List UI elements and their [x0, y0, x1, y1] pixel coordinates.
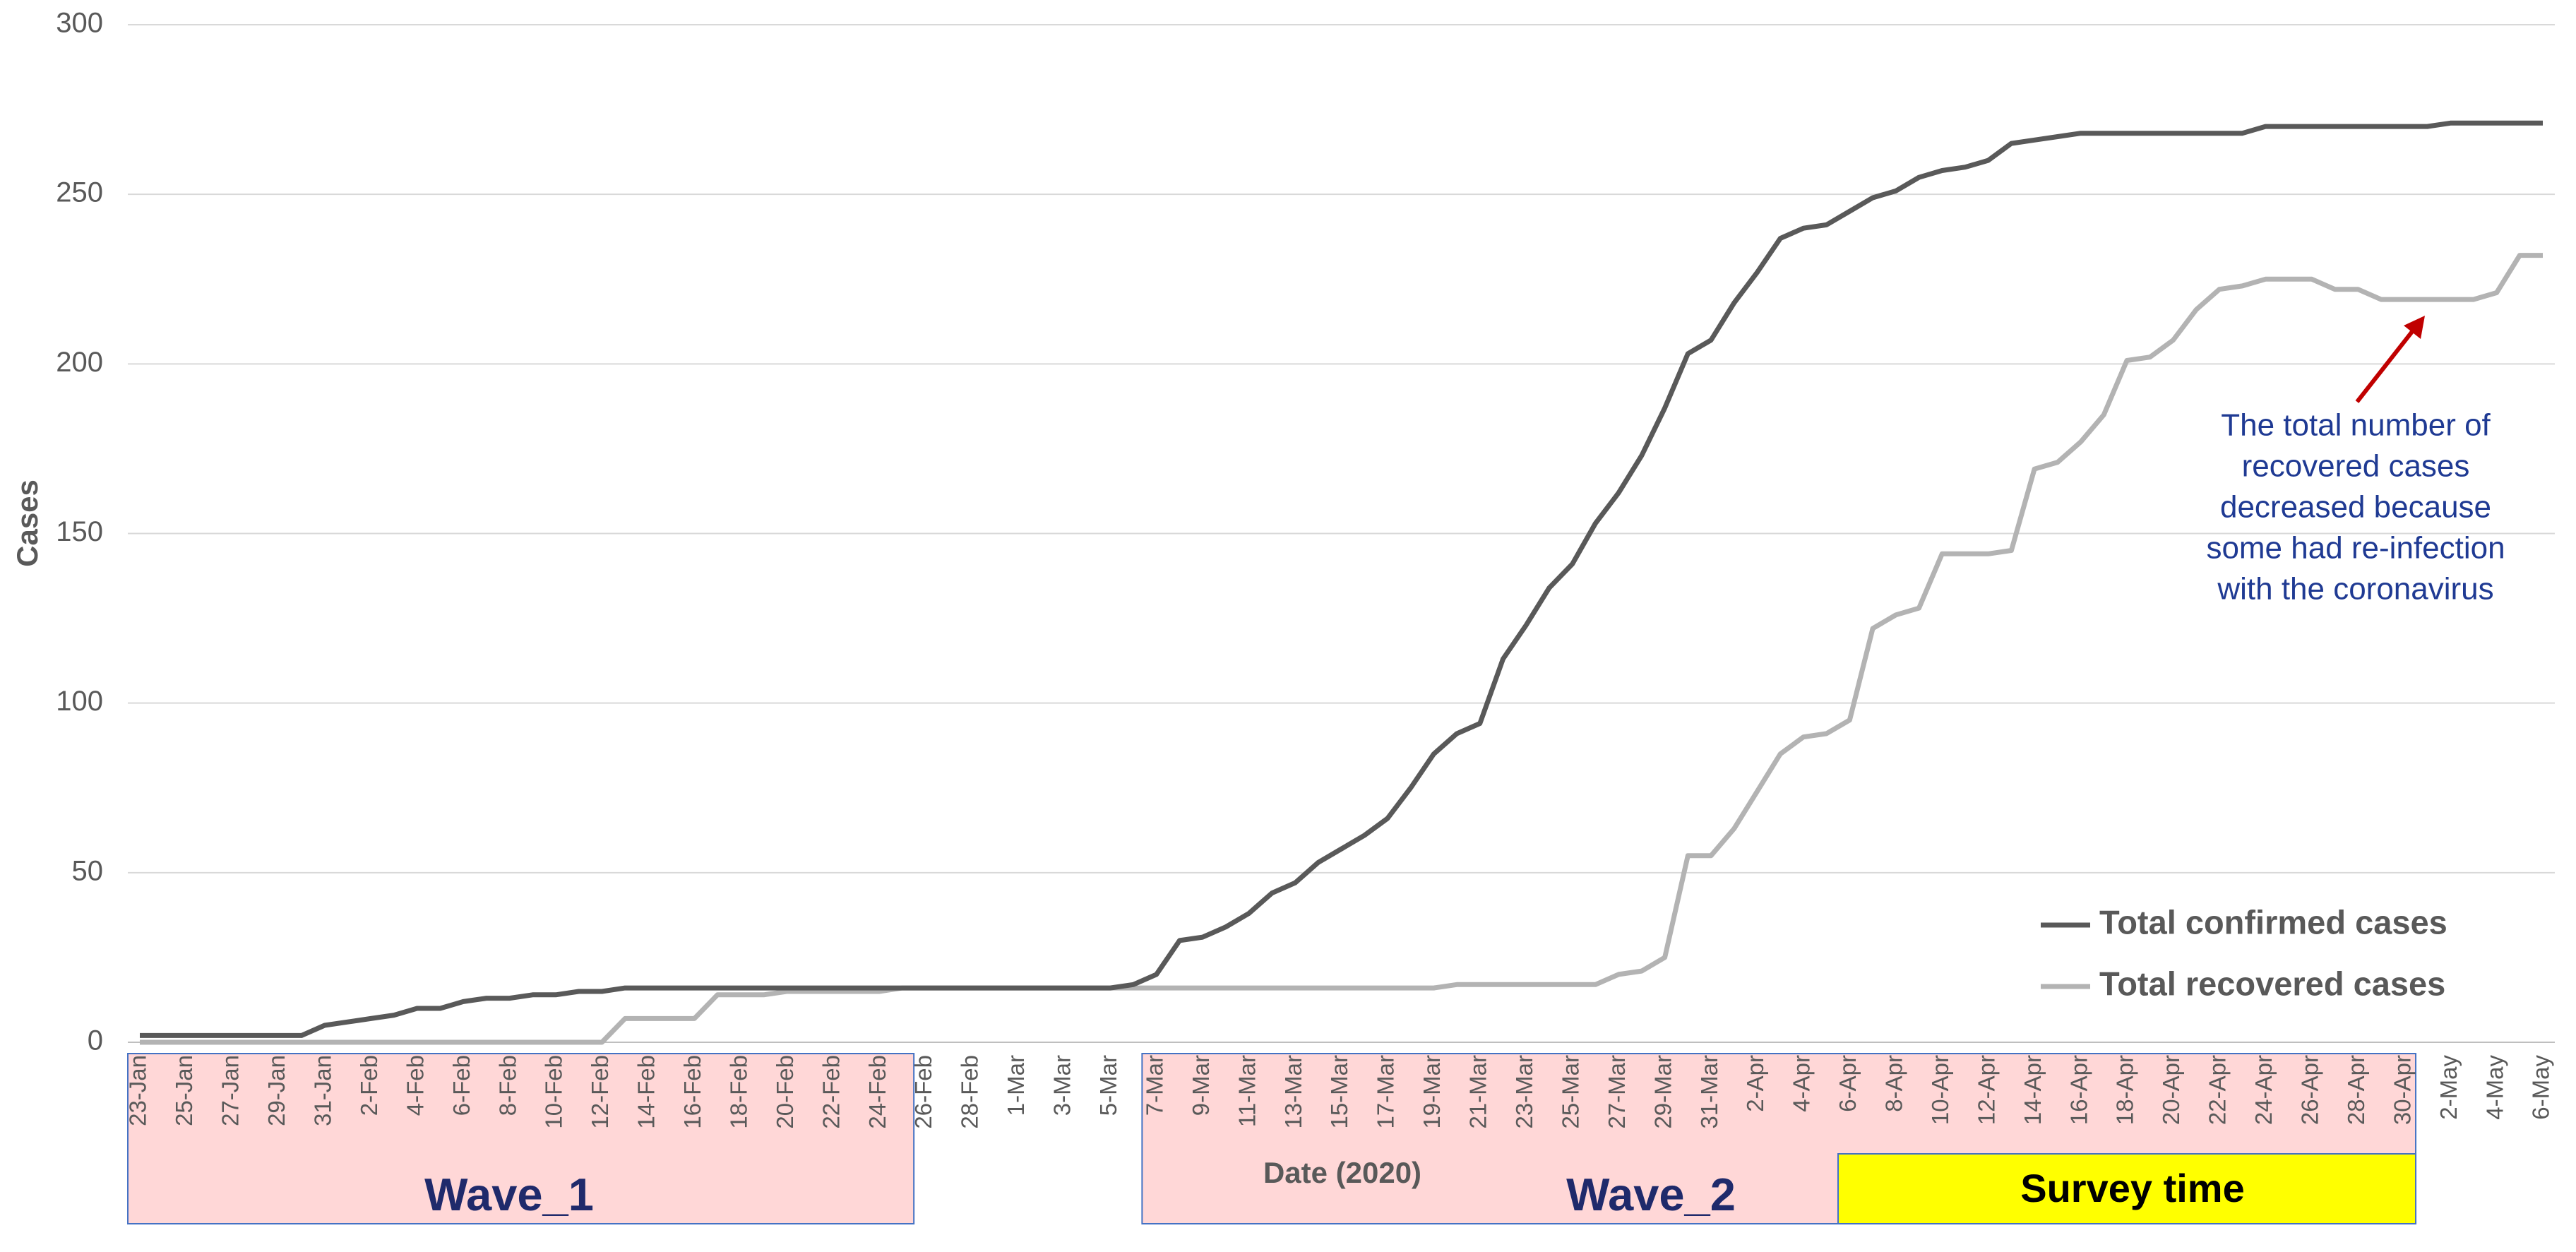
- y-tick-label: 200: [56, 347, 103, 378]
- x-tick-label: 26-Apr: [2297, 1055, 2323, 1125]
- data-line: [140, 120, 2543, 1038]
- legend-label: Total confirmed cases: [2099, 903, 2447, 941]
- x-tick-label: 20-Feb: [772, 1055, 798, 1129]
- x-tick-label: 2-Feb: [356, 1055, 382, 1116]
- x-axis-label: Date (2020): [1263, 1156, 1421, 1189]
- x-tick-label: 21-Mar: [1465, 1055, 1491, 1129]
- legend-label: Total recovered cases: [2099, 965, 2445, 1002]
- x-tick-label: 27-Mar: [1604, 1055, 1630, 1129]
- region-box: [127, 1053, 915, 1224]
- annotation: recovered cases: [2242, 449, 2470, 484]
- x-tick-label: 2-May: [2435, 1055, 2462, 1120]
- x-tick-label: 15-Mar: [1326, 1055, 1352, 1129]
- x-tick-label: 24-Apr: [2250, 1055, 2277, 1125]
- x-tick-label: 28-Apr: [2343, 1055, 2369, 1125]
- data-line: [140, 253, 2543, 1045]
- annotation-arrowhead: [2404, 316, 2425, 339]
- x-tick-label: 9-Mar: [1188, 1055, 1214, 1116]
- x-tick-label: 23-Mar: [1511, 1055, 1537, 1129]
- x-tick-label: 3-Mar: [1049, 1055, 1075, 1116]
- x-tick-label: 28-Feb: [957, 1055, 983, 1129]
- region-label: Survey time: [2020, 1166, 2245, 1210]
- y-tick-label: 100: [56, 686, 103, 717]
- x-tick-label: 14-Apr: [2020, 1055, 2046, 1125]
- x-tick-label: 20-Apr: [2158, 1055, 2184, 1125]
- x-tick-label: 8-Feb: [494, 1055, 520, 1116]
- x-tick-label: 25-Jan: [171, 1055, 197, 1126]
- x-tick-label: 18-Apr: [2112, 1055, 2138, 1125]
- region-label: Wave_2: [1566, 1169, 1736, 1220]
- region-box: [1837, 1153, 2417, 1224]
- x-tick-label: 12-Apr: [1973, 1055, 1999, 1125]
- x-tick-label: 16-Feb: [679, 1055, 705, 1129]
- x-tick-label: 31-Jan: [309, 1055, 335, 1126]
- x-tick-label: 13-Mar: [1280, 1055, 1306, 1129]
- x-tick-label: 4-Feb: [402, 1055, 428, 1116]
- y-tick-label: 50: [72, 855, 104, 886]
- x-tick-label: 6-May: [2528, 1055, 2554, 1120]
- annotation-arrow: [2355, 328, 2416, 403]
- x-tick-label: 4-Apr: [1789, 1055, 1815, 1112]
- y-tick-label: 250: [56, 177, 103, 208]
- x-tick-label: 2-Apr: [1742, 1055, 1768, 1112]
- x-tick-label: 10-Feb: [541, 1055, 567, 1129]
- x-tick-label: 24-Feb: [864, 1055, 890, 1129]
- x-tick-label: 31-Mar: [1696, 1055, 1722, 1129]
- x-tick-label: 6-Feb: [448, 1055, 475, 1116]
- x-tick-label: 18-Feb: [725, 1055, 751, 1129]
- y-tick-label: 300: [56, 8, 103, 39]
- x-tick-label: 19-Mar: [1419, 1055, 1445, 1129]
- x-tick-label: 27-Jan: [217, 1055, 244, 1126]
- x-tick-label: 8-Apr: [1881, 1055, 1907, 1112]
- x-tick-label: 22-Apr: [2205, 1055, 2231, 1125]
- annotation: decreased because: [2220, 490, 2491, 525]
- y-axis-label: Cases: [11, 479, 44, 567]
- y-tick-label: 150: [56, 516, 103, 547]
- x-tick-label: 10-Apr: [1927, 1055, 1953, 1125]
- annotation: some had re-infection: [2206, 531, 2505, 566]
- x-tick-label: 14-Feb: [633, 1055, 660, 1129]
- x-tick-label: 29-Mar: [1650, 1055, 1676, 1129]
- y-tick-label: 0: [88, 1025, 103, 1056]
- x-tick-label: 23-Jan: [125, 1055, 151, 1126]
- x-tick-label: 22-Feb: [818, 1055, 844, 1129]
- x-tick-label: 30-Apr: [2389, 1055, 2415, 1125]
- x-tick-label: 6-Apr: [1835, 1055, 1861, 1112]
- x-tick-label: 17-Mar: [1373, 1055, 1399, 1129]
- x-tick-label: 11-Mar: [1234, 1055, 1260, 1127]
- x-tick-label: 5-Mar: [1095, 1055, 1121, 1116]
- x-tick-label: 7-Mar: [1141, 1055, 1167, 1116]
- annotation: with the coronavirus: [2217, 572, 2493, 607]
- x-tick-label: 16-Apr: [2065, 1055, 2092, 1125]
- annotation: The total number of: [2221, 408, 2491, 443]
- x-tick-label: 29-Jan: [263, 1055, 290, 1126]
- x-tick-label: 26-Feb: [910, 1055, 936, 1129]
- region-label: Wave_1: [424, 1169, 594, 1220]
- x-tick-label: 1-Mar: [1003, 1055, 1029, 1116]
- x-tick-label: 12-Feb: [587, 1055, 613, 1129]
- x-tick-label: 25-Mar: [1557, 1055, 1583, 1129]
- x-tick-label: 4-May: [2481, 1055, 2508, 1120]
